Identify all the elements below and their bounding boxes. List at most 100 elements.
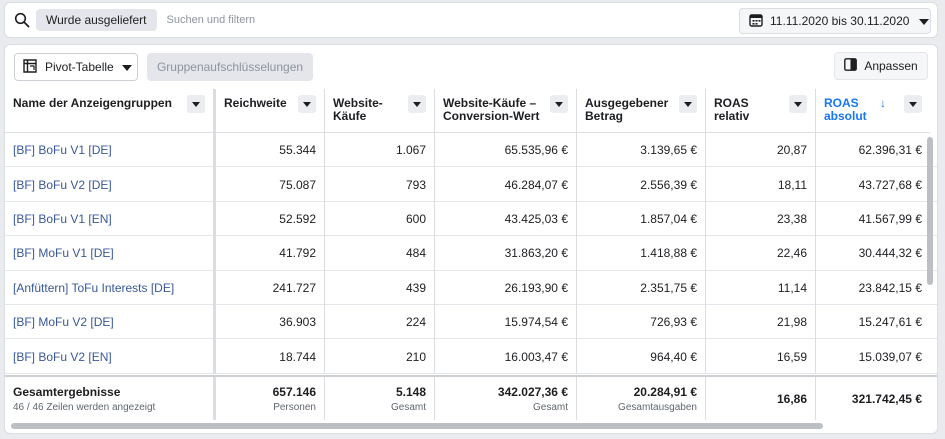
horizontal-scrollbar[interactable]	[11, 423, 823, 429]
column-menu-icon[interactable]	[550, 95, 568, 113]
cell-value: 20,87	[776, 143, 807, 158]
table-body: [BF] BoFu V1 [DE] 55.344 1.067 65.535,96 € 3…	[5, 133, 937, 374]
cell-value: 15.247,61 €	[858, 315, 922, 330]
caret-down-icon	[121, 60, 132, 74]
column-header-reach[interactable]: Reichweite	[216, 89, 325, 133]
cell-spend: 2.351,75 €	[577, 270, 706, 305]
cell-reach: 41.792	[216, 236, 325, 271]
date-range-picker[interactable]: 11.11.2020 bis 30.11.2020	[739, 8, 931, 34]
cell-value: 46.284,07 €	[504, 177, 568, 192]
ad-set-name-link[interactable]: [BF] BoFu V1 [EN]	[13, 211, 112, 226]
cell-value: 2.351,75 €	[640, 280, 697, 295]
cell-value: 41.567,99 €	[858, 211, 922, 226]
cell-reach: 52.592	[216, 201, 325, 237]
cell-value: 52.592	[279, 211, 316, 226]
cell-name[interactable]: [BF] BoFu V2 [EN]	[5, 339, 216, 374]
cell-value: 484	[405, 246, 426, 261]
cell-roas-relative: 16,59	[706, 339, 816, 374]
table-row[interactable]: [BF] MoFu V1 [DE] 41.792 484 31.863,20 € 1.4…	[5, 236, 937, 271]
cell-value: 439	[405, 280, 426, 295]
column-menu-icon[interactable]	[679, 95, 697, 113]
rows-shown-count: 46 / 46 Zeilen werden angezeigt	[13, 401, 156, 413]
cell-spend: 1.857,04 €	[577, 201, 706, 237]
cell-name[interactable]: [BF] BoFu V2 [DE]	[5, 167, 216, 202]
vertical-scrollbar[interactable]	[927, 137, 933, 285]
search-input[interactable]	[166, 14, 467, 26]
column-header-conversion-value[interactable]: Website-Käufe – Conversion-Wert	[435, 89, 577, 133]
filter-chip-delivered[interactable]: Wurde ausgeliefert	[36, 9, 157, 31]
table-row[interactable]: [BF] BoFu V1 [DE] 55.344 1.067 65.535,96 € 3…	[5, 133, 937, 168]
cell-name[interactable]: [BF] BoFu V1 [EN]	[5, 201, 216, 237]
cell-value: 241.727	[272, 280, 316, 295]
cell-value: 2.556,39 €	[640, 177, 697, 192]
table-row[interactable]: [BF] MoFu V2 [DE] 36.903 224 15.974,54 € 726…	[5, 304, 937, 340]
column-header-spend[interactable]: Ausgegebener Betrag	[577, 89, 706, 133]
table-row[interactable]: [Anfüttern] ToFu Interests [DE] 241.727 43…	[5, 270, 937, 305]
calendar-icon	[749, 13, 763, 30]
total-purchases: 5.148 Gesamt	[325, 377, 435, 420]
panel-icon	[844, 58, 858, 74]
column-header-name[interactable]: Name der Anzeigengruppen	[5, 89, 216, 133]
search-icon[interactable]	[14, 12, 30, 28]
cell-name[interactable]: [Anfüttern] ToFu Interests [DE]	[5, 270, 216, 305]
ad-set-name-link[interactable]: [BF] BoFu V1 [DE]	[13, 143, 112, 158]
cell-reach: 55.344	[216, 133, 325, 168]
ad-set-name-link[interactable]: [BF] BoFu V2 [EN]	[13, 349, 112, 364]
report-toolbar: Pivot-Tabelle Gruppenaufschlüsselungen A…	[5, 45, 937, 91]
cell-name[interactable]: [BF] BoFu V1 [DE]	[5, 133, 216, 168]
cell-purchases: 793	[325, 167, 435, 202]
column-header-roas-absolute[interactable]: ROAS absolut ↓	[816, 89, 930, 133]
cell-value: 21,98	[776, 315, 807, 330]
pivot-table-button[interactable]: Pivot-Tabelle	[14, 53, 138, 81]
cell-conversion-value: 15.974,54 €	[435, 304, 577, 340]
column-menu-icon[interactable]	[789, 95, 807, 113]
cell-value: 16,59	[776, 349, 807, 364]
cell-spend: 1.418,88 €	[577, 236, 706, 271]
cell-value: 964,40 €	[650, 349, 697, 364]
total-spend: 20.284,91 € Gesamtausgaben	[577, 377, 706, 420]
totals-row: Gesamtergebnisse 46 / 46 Zeilen werden a…	[5, 375, 937, 420]
column-menu-icon[interactable]	[187, 95, 205, 113]
ad-set-name-link[interactable]: [BF] MoFu V2 [DE]	[13, 315, 114, 330]
column-header-roas-relative[interactable]: ROAS relativ	[706, 89, 816, 133]
cell-value: 793	[405, 177, 426, 192]
cell-purchases: 210	[325, 339, 435, 374]
report-panel: Pivot-Tabelle Gruppenaufschlüsselungen A…	[4, 44, 938, 434]
cell-name[interactable]: [BF] MoFu V2 [DE]	[5, 304, 216, 340]
results-table: Name der Anzeigengruppen Reichweite Webs…	[5, 89, 937, 374]
cell-roas-relative: 23,38	[706, 201, 816, 237]
cell-name[interactable]: [BF] MoFu V1 [DE]	[5, 236, 216, 271]
cell-value: 15.974,54 €	[504, 315, 568, 330]
caret-down-icon	[919, 14, 930, 28]
cell-value: 55.344	[279, 143, 316, 158]
ad-set-name-link[interactable]: [Anfüttern] ToFu Interests [DE]	[13, 280, 175, 295]
table-row[interactable]: [BF] BoFu V1 [EN] 52.592 600 43.425,03 € 1.8…	[5, 201, 937, 237]
cell-roas-absolute: 62.396,31 €	[816, 133, 930, 167]
cell-spend: 726,93 €	[577, 304, 706, 340]
cell-value: 224	[405, 315, 426, 330]
customize-button[interactable]: Anpassen	[834, 52, 928, 80]
cell-value: 22,46	[776, 246, 807, 261]
cell-spend: 964,40 €	[577, 339, 706, 374]
customize-label: Anpassen	[864, 59, 918, 73]
ad-set-name-link[interactable]: [BF] MoFu V1 [DE]	[13, 246, 114, 261]
cell-value: 23.842,15 €	[858, 280, 922, 295]
breakdown-button[interactable]: Gruppenaufschlüsselungen	[147, 53, 313, 81]
column-header-purchases[interactable]: Website-Käufe	[325, 89, 435, 133]
ad-set-name-link[interactable]: [BF] BoFu V2 [DE]	[13, 177, 112, 192]
cell-value: 210	[405, 349, 426, 364]
table-row[interactable]: [BF] BoFu V2 [DE] 75.087 793 46.284,07 € 2.5…	[5, 167, 937, 202]
column-menu-icon[interactable]	[298, 95, 316, 113]
column-menu-icon[interactable]	[904, 95, 922, 113]
cell-roas-relative: 22,46	[706, 236, 816, 271]
cell-reach: 75.087	[216, 167, 325, 202]
cell-roas-absolute: 30.444,32 €	[816, 236, 930, 270]
column-menu-icon[interactable]	[408, 95, 426, 113]
cell-reach: 36.903	[216, 304, 325, 340]
table-row[interactable]: [BF] BoFu V2 [EN] 18.744 210 16.003,47 € 964…	[5, 339, 937, 374]
cell-spend: 3.139,65 €	[577, 133, 706, 168]
cell-conversion-value: 46.284,07 €	[435, 167, 577, 202]
cell-value: 3.139,65 €	[640, 143, 697, 158]
cell-conversion-value: 43.425,03 €	[435, 201, 577, 237]
total-conversion-value: 342.027,36 € Gesamt	[435, 377, 577, 420]
